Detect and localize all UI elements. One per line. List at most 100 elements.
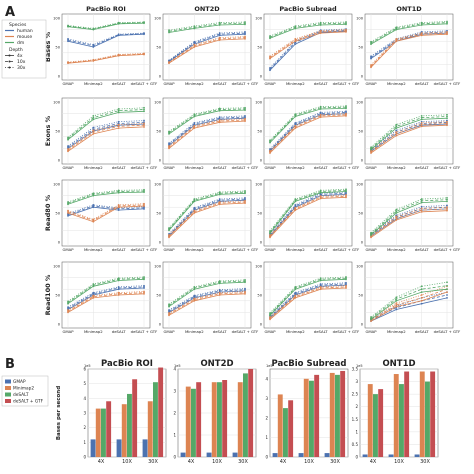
legend-depth-label-4x: 4x — [17, 53, 23, 59]
data-point-human-30x — [294, 291, 297, 294]
data-point-human-30x — [67, 37, 69, 40]
x-tick-label-desalt-gtf: deSALT + GTF — [434, 165, 461, 170]
series-line-human-4x — [269, 30, 347, 71]
legend-depth-label-30x: 30x — [17, 65, 26, 71]
y-tick-label: 3 — [83, 411, 86, 416]
series-line-dm-10x — [269, 22, 347, 38]
data-point-mouse-30x — [67, 209, 69, 212]
facet-frame — [263, 13, 353, 81]
legend-swatch-minimap2 — [5, 386, 11, 390]
data-point-mouse-30x — [345, 112, 347, 115]
series-line-mouse-30x — [67, 203, 145, 220]
facet-frame — [364, 13, 454, 81]
series-line-dm-30x — [370, 197, 448, 233]
bar-gmap-4x — [180, 452, 186, 457]
legend-depth-title: Depth — [9, 47, 23, 53]
x-tick-label-desalt: deSALT — [314, 165, 328, 170]
data-point-mouse-4x — [117, 127, 120, 129]
series-line-dm-10x — [67, 277, 145, 303]
bar-minimap2-30x — [329, 372, 335, 457]
y-tick-label: 0 — [355, 455, 358, 460]
x-tick-label-desalt-gtf: deSALT + GTF — [333, 81, 360, 86]
data-point-human-30x — [168, 142, 170, 145]
data-point-mouse-30x — [395, 302, 398, 305]
x-tick-label-desalt: deSALT — [415, 329, 429, 334]
x-tick-label-30x: 30X — [148, 459, 158, 465]
data-point-dm-30x — [294, 25, 297, 28]
data-point-dm-30x — [193, 198, 196, 200]
series-line-mouse-4x — [168, 202, 246, 238]
series-line-mouse-10x — [269, 114, 347, 153]
x-tick-label-minimap2: Minimap2 — [84, 165, 103, 170]
row-label-bases: Bases % — [44, 31, 52, 62]
data-point-human-30x — [143, 119, 145, 122]
data-point-dm-30x — [244, 21, 246, 23]
data-point-mouse-30x — [67, 61, 69, 63]
y-tick-label: 50 — [358, 130, 363, 134]
series-line-human-4x — [168, 117, 246, 146]
x-tick-label-gmap: GMAP — [62, 247, 74, 252]
data-point-dm-30x — [420, 198, 423, 200]
data-point-dm-10x — [92, 116, 95, 119]
series-line-mouse-4x — [370, 210, 448, 238]
data-point-dm-30x — [269, 230, 271, 232]
data-point-dm-30x — [395, 208, 398, 211]
series-line-human-30x — [269, 282, 347, 317]
data-point-mouse-30x — [244, 35, 246, 38]
data-point-dm-30x — [370, 40, 372, 43]
data-point-dm-30x — [92, 192, 95, 195]
data-point-human-30x — [244, 197, 246, 199]
series-line-mouse-30x — [370, 121, 448, 152]
data-point-dm-4x — [395, 299, 398, 302]
y-tick-label: 0 — [260, 75, 263, 79]
legend-swatch-gmap — [5, 379, 11, 384]
data-point-dm-30x — [395, 26, 398, 29]
x-tick-label-desalt: deSALT — [112, 329, 126, 334]
x-tick-label-gmap: GMAP — [264, 247, 276, 252]
series-line-dm-10x — [168, 280, 246, 306]
bar-gmap-4x — [272, 453, 278, 457]
y-tick-label: 100 — [53, 17, 61, 21]
data-point-mouse-10x — [117, 125, 120, 128]
legend-label-human: human — [17, 28, 33, 34]
x-tick-label-minimap2: Minimap2 — [387, 165, 406, 170]
bar-desalt-4x — [101, 408, 106, 457]
data-point-mouse-30x — [92, 218, 95, 221]
data-point-dm-4x — [420, 118, 423, 121]
y-tick-label: 3 — [265, 396, 268, 401]
y-tick-label: 2.5 — [352, 392, 359, 397]
data-point-dm-30x — [67, 136, 69, 139]
x-tick-label-minimap2: Minimap2 — [286, 165, 305, 170]
bar-minimap2-4x — [277, 394, 283, 457]
series-line-dm-10x — [269, 190, 347, 233]
series-line-human-30x — [67, 285, 145, 308]
data-point-dm-30x — [117, 21, 120, 24]
data-point-human-30x — [143, 284, 145, 287]
series-line-human-4x — [370, 297, 448, 322]
series-line-mouse-4x — [67, 205, 145, 223]
y-tick-label: 100 — [255, 17, 263, 21]
data-point-dm-30x — [168, 303, 170, 306]
x-tick-label-minimap2: Minimap2 — [185, 81, 204, 86]
facet-frame — [263, 261, 353, 329]
facet-read100-pacbio-roi: 0 50 100 GMAP Minimap2 deSALT deSALT + GTF — [53, 261, 157, 334]
legend-species-title: Species — [9, 22, 27, 28]
bar-minimap2-4x — [367, 384, 373, 457]
x-tick-label-desalt-gtf: deSALT + GTF — [131, 165, 158, 170]
data-point-mouse-30x — [92, 294, 95, 297]
x-tick-label-minimap2: Minimap2 — [185, 165, 204, 170]
chart-title: ONT1D — [382, 359, 415, 369]
y-tick-label: 50 — [156, 46, 161, 50]
series-line-mouse-30x — [269, 285, 347, 318]
chart-title: PacBio ROI — [101, 359, 153, 369]
y-tick-label: 50 — [358, 294, 363, 298]
series-line-mouse-10x — [370, 32, 448, 67]
bar-desalt-10x — [399, 384, 404, 457]
bar-desalt-10x — [309, 380, 314, 457]
data-point-mouse-4x — [395, 219, 398, 221]
facet-exons-pacbio-roi: 0 50 100 GMAP Minimap2 deSALT deSALT + GTF — [53, 97, 158, 170]
series-line-mouse-30x — [370, 206, 448, 236]
data-point-mouse-30x — [319, 285, 322, 288]
data-point-mouse-30x — [269, 316, 271, 318]
x-tick-label-gmap: GMAP — [264, 329, 276, 334]
